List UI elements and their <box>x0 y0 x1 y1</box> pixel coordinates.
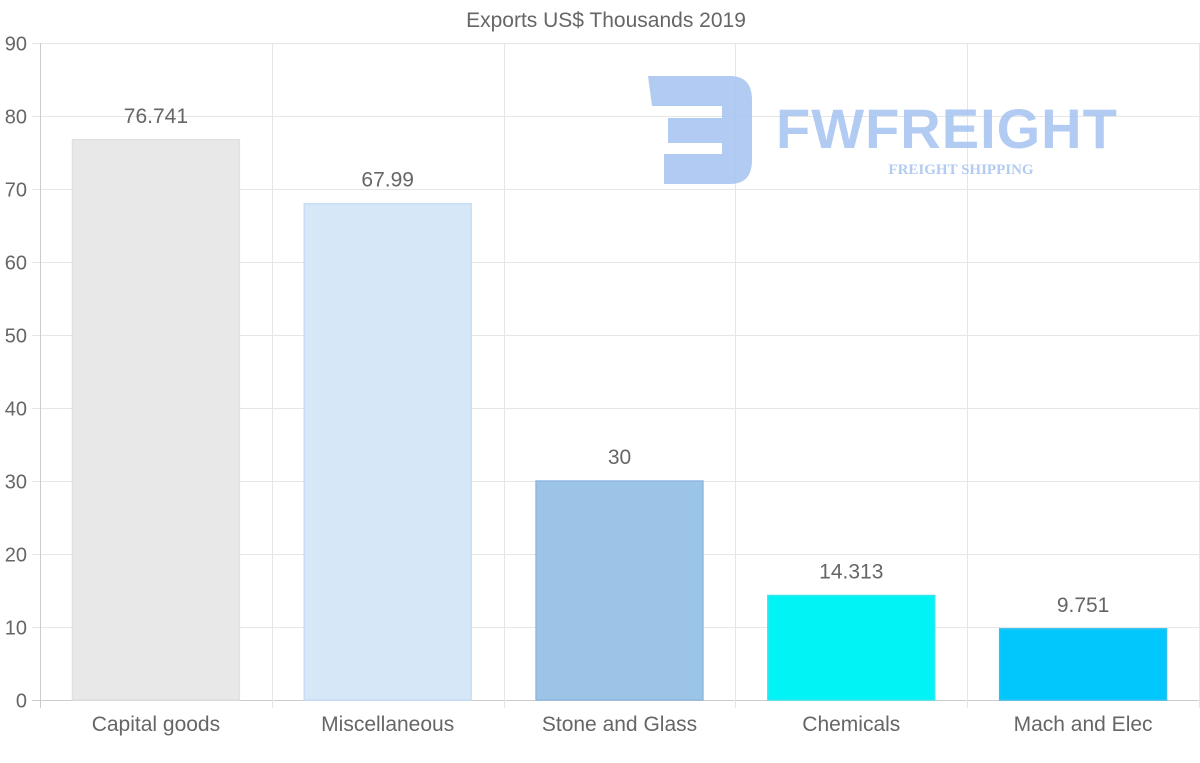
bar <box>71 139 241 701</box>
y-tick-label: 80 <box>5 107 27 129</box>
y-tick-label: 60 <box>5 253 27 275</box>
data-label: 67.99 <box>361 169 414 192</box>
bar <box>535 480 704 701</box>
x-tick-label: Miscellaneous <box>321 713 454 736</box>
data-label: 30 <box>608 446 631 469</box>
x-tick-label: Stone and Glass <box>542 713 697 736</box>
bar <box>767 594 936 701</box>
watermark-tagline: FREIGHT SHIPPING <box>888 162 1033 178</box>
y-tick-label: 0 <box>16 691 27 713</box>
chart-title: Exports US$ Thousands 2019 <box>466 9 746 32</box>
watermark-logo: FWFREIGHT FREIGHT SHIPPING <box>648 76 1118 184</box>
y-tick-label: 90 <box>5 34 27 56</box>
watermark-brand: FWFREIGHT <box>776 97 1118 160</box>
labels-layer: 76.741 Capital goods 67.99 Miscellaneous 30 S… <box>92 105 1153 736</box>
y-tick-label: 50 <box>5 326 27 348</box>
y-tick-label: 40 <box>5 399 27 421</box>
bars-layer <box>71 139 1168 701</box>
y-tick-label: 70 <box>5 180 27 202</box>
x-tick-label: Chemicals <box>802 713 900 736</box>
y-tick-label: 30 <box>5 472 27 494</box>
bar <box>303 202 472 701</box>
data-label: 9.751 <box>1057 594 1110 617</box>
fwfreight-logo-icon <box>648 76 752 184</box>
bar <box>998 628 1168 701</box>
y-tick-label: 10 <box>5 618 27 640</box>
data-label: 14.313 <box>819 561 883 584</box>
x-tick-label: Capital goods <box>92 713 220 736</box>
y-tick-label: 20 <box>5 545 27 567</box>
x-tick-label: Mach and Elec <box>1014 713 1153 736</box>
data-label: 76.741 <box>124 105 188 128</box>
